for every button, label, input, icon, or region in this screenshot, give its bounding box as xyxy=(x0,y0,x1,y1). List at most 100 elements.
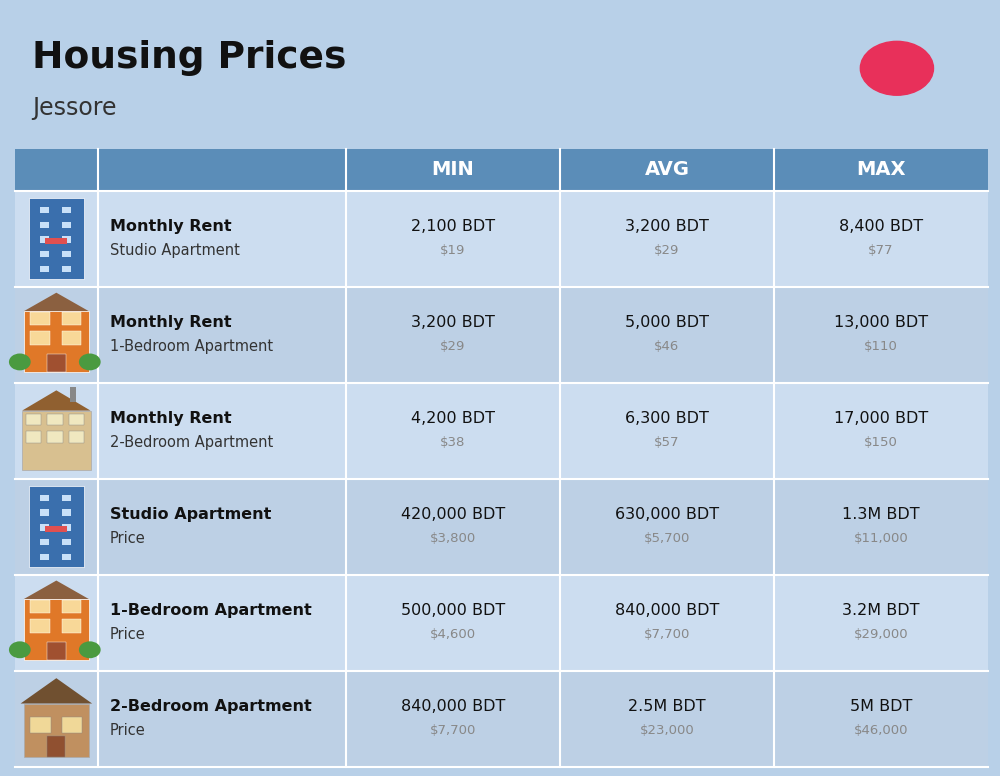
Bar xyxy=(26,431,41,443)
Bar xyxy=(774,149,988,191)
Text: 2-Bedroom Apartment: 2-Bedroom Apartment xyxy=(110,435,273,450)
Text: 2-Bedroom Apartment: 2-Bedroom Apartment xyxy=(110,698,311,714)
Bar xyxy=(62,539,71,546)
Text: $57: $57 xyxy=(654,436,680,449)
Bar xyxy=(98,149,346,191)
Text: 13,000 BDT: 13,000 BDT xyxy=(834,315,928,330)
Bar xyxy=(40,251,49,258)
Text: 2.5M BDT: 2.5M BDT xyxy=(628,698,706,714)
Text: Price: Price xyxy=(110,627,145,642)
Circle shape xyxy=(79,354,101,370)
Bar xyxy=(560,149,774,191)
Circle shape xyxy=(9,354,31,370)
Bar xyxy=(40,495,49,501)
Text: Monthly Rent: Monthly Rent xyxy=(110,315,231,330)
Text: AVG: AVG xyxy=(644,161,689,179)
Bar xyxy=(70,387,76,402)
Text: 840,000 BDT: 840,000 BDT xyxy=(401,698,505,714)
Text: Monthly Rent: Monthly Rent xyxy=(110,411,231,426)
Bar xyxy=(30,619,50,632)
Text: $77: $77 xyxy=(868,244,894,257)
Bar xyxy=(30,717,51,733)
Text: 840,000 BDT: 840,000 BDT xyxy=(615,603,719,618)
Polygon shape xyxy=(24,293,89,311)
Polygon shape xyxy=(22,390,91,411)
Bar xyxy=(47,431,63,443)
Text: Price: Price xyxy=(110,531,145,546)
Bar xyxy=(29,487,84,567)
Bar xyxy=(62,510,71,516)
Text: 6,300 BDT: 6,300 BDT xyxy=(625,411,709,426)
Bar xyxy=(346,149,560,191)
Bar xyxy=(62,237,71,243)
Text: 5,000 BDT: 5,000 BDT xyxy=(625,315,709,330)
Bar xyxy=(62,312,81,325)
Bar xyxy=(45,238,67,244)
Text: $23,000: $23,000 xyxy=(640,724,694,736)
Text: $29: $29 xyxy=(440,340,466,353)
Text: MAX: MAX xyxy=(856,161,906,179)
Bar xyxy=(29,199,84,279)
Bar xyxy=(62,222,71,228)
Text: $11,000: $11,000 xyxy=(854,532,908,545)
Text: $19: $19 xyxy=(440,244,466,257)
Bar xyxy=(24,704,89,757)
Bar xyxy=(47,736,65,757)
Bar xyxy=(62,266,71,272)
Text: 3,200 BDT: 3,200 BDT xyxy=(411,315,495,330)
Text: Studio Apartment: Studio Apartment xyxy=(110,507,271,521)
Bar xyxy=(40,525,49,531)
Bar xyxy=(15,479,988,575)
Text: 5M BDT: 5M BDT xyxy=(850,698,912,714)
Bar xyxy=(15,383,988,479)
Polygon shape xyxy=(21,678,92,704)
Bar xyxy=(40,554,49,560)
Bar xyxy=(69,431,84,443)
Bar xyxy=(15,670,988,767)
Bar xyxy=(69,414,84,425)
Text: Price: Price xyxy=(110,722,145,738)
Text: 1-Bedroom Apartment: 1-Bedroom Apartment xyxy=(110,603,311,618)
Circle shape xyxy=(9,641,31,658)
Bar xyxy=(30,331,50,345)
Bar xyxy=(62,251,71,258)
Text: Studio Apartment: Studio Apartment xyxy=(110,243,240,258)
Text: $38: $38 xyxy=(440,436,466,449)
Polygon shape xyxy=(24,580,89,599)
Bar xyxy=(24,599,89,660)
Circle shape xyxy=(79,641,101,658)
Bar xyxy=(22,411,91,469)
Bar xyxy=(15,575,988,670)
Text: 630,000 BDT: 630,000 BDT xyxy=(615,507,719,521)
Text: $46,000: $46,000 xyxy=(854,724,908,736)
Text: $3,800: $3,800 xyxy=(430,532,476,545)
Bar xyxy=(47,642,66,660)
Text: Jessore: Jessore xyxy=(32,96,116,120)
Bar xyxy=(15,191,988,287)
Text: 420,000 BDT: 420,000 BDT xyxy=(401,507,505,521)
Bar xyxy=(62,331,81,345)
Text: 3,200 BDT: 3,200 BDT xyxy=(625,219,709,234)
Bar xyxy=(62,619,81,632)
Bar xyxy=(40,539,49,546)
Text: Housing Prices: Housing Prices xyxy=(32,40,346,76)
Bar xyxy=(40,207,49,213)
Bar xyxy=(30,600,50,613)
Text: $5,700: $5,700 xyxy=(644,532,690,545)
Text: $29,000: $29,000 xyxy=(854,628,908,641)
Text: 500,000 BDT: 500,000 BDT xyxy=(401,603,505,618)
Bar xyxy=(40,222,49,228)
Bar xyxy=(62,717,82,733)
Text: $150: $150 xyxy=(864,436,898,449)
Text: MIN: MIN xyxy=(431,161,474,179)
Text: $7,700: $7,700 xyxy=(644,628,690,641)
Text: $46: $46 xyxy=(654,340,680,353)
Text: 4,200 BDT: 4,200 BDT xyxy=(411,411,495,426)
Text: 8,400 BDT: 8,400 BDT xyxy=(839,219,923,234)
Bar xyxy=(40,237,49,243)
Bar xyxy=(40,266,49,272)
Bar xyxy=(15,287,988,383)
Text: $29: $29 xyxy=(654,244,680,257)
Bar xyxy=(62,525,71,531)
Text: $4,600: $4,600 xyxy=(430,628,476,641)
